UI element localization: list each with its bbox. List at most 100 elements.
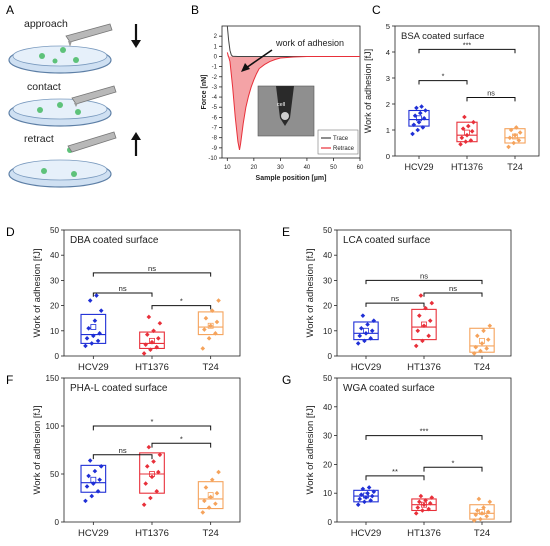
data-point-ht1376 xyxy=(460,126,466,131)
y-tick-label: 1 xyxy=(214,44,218,50)
data-point-hcv29 xyxy=(92,318,98,324)
data-point-ht1376 xyxy=(154,488,160,494)
inset-cantilever-shape xyxy=(276,86,294,126)
significance-bracket xyxy=(92,454,153,460)
category-label-hcv29: HCV29 xyxy=(351,528,382,539)
data-point-t24 xyxy=(485,337,491,342)
y-axis-label: Work of adhesion [fJ] xyxy=(363,49,373,133)
y-tick-label: 150 xyxy=(46,374,60,383)
data-point-ht1376 xyxy=(462,114,467,120)
cell-dot xyxy=(60,47,66,53)
data-point-hcv29 xyxy=(87,458,93,463)
category-label-hcv29: HCV29 xyxy=(351,362,382,373)
data-point-hcv29 xyxy=(355,341,361,346)
data-point-ht1376 xyxy=(464,132,470,138)
data-point-ht1376 xyxy=(463,139,469,144)
category-label-ht1376: HT1376 xyxy=(451,162,483,172)
y-tick-label: 30 xyxy=(50,276,59,285)
data-point-t24 xyxy=(200,346,206,351)
panel-letter-e: E xyxy=(282,225,290,239)
data-point-t24 xyxy=(478,348,483,354)
data-point-hcv29 xyxy=(97,477,102,483)
data-point-t24 xyxy=(511,140,517,146)
significance-bracket xyxy=(466,97,516,102)
y-tick-label: 40 xyxy=(50,251,59,260)
data-point-ht1376 xyxy=(421,323,427,329)
data-point-hcv29 xyxy=(362,338,367,344)
data-point-t24 xyxy=(206,336,212,341)
annotation-arrow xyxy=(245,49,273,69)
y-tick-label: 30 xyxy=(323,276,332,285)
data-point-hcv29 xyxy=(415,127,421,133)
data-point-t24 xyxy=(203,315,209,321)
y-tick-label: -6 xyxy=(212,115,218,121)
significance-bracket xyxy=(423,466,483,472)
data-point-ht1376 xyxy=(429,300,435,306)
y-tick-label: 0 xyxy=(214,54,218,60)
data-point-t24 xyxy=(487,499,493,505)
data-point-ht1376 xyxy=(149,474,155,480)
data-point-hcv29 xyxy=(97,331,102,336)
legend-box xyxy=(317,129,359,155)
y-tick-label: 1 xyxy=(386,126,390,135)
data-point-t24 xyxy=(478,516,483,522)
data-point-hcv29 xyxy=(98,308,104,313)
data-point-t24 xyxy=(208,494,213,500)
mean-marker-t24 xyxy=(207,322,214,329)
x-axis-label: Sample position [µm] xyxy=(256,175,327,182)
data-point-hcv29 xyxy=(92,468,98,474)
data-point-t24 xyxy=(479,341,485,346)
data-point-ht1376 xyxy=(465,123,471,129)
y-tick-label: 50 xyxy=(50,470,59,479)
data-point-hcv29 xyxy=(355,502,361,508)
y-tick-label: -8 xyxy=(212,136,218,142)
significance-bracket xyxy=(418,80,468,85)
data-point-hcv29 xyxy=(83,343,88,349)
y-tick-label: 0 xyxy=(386,152,390,161)
x-tick-label: 40 xyxy=(304,165,311,171)
data-point-ht1376 xyxy=(413,343,419,349)
data-point-t24 xyxy=(475,508,480,513)
boxplot-lca: 0 10 20 30 40 50 HCV29 HT1376 T24 LCA coated surf… xyxy=(305,226,512,373)
data-point-ht1376 xyxy=(141,502,147,508)
data-point-t24 xyxy=(202,498,207,504)
inset-cell-spot xyxy=(281,112,289,120)
data-point-ht1376 xyxy=(420,508,425,513)
significance-label: ns xyxy=(119,446,127,455)
data-point-t24 xyxy=(485,509,491,515)
data-point-ht1376 xyxy=(471,119,476,125)
data-point-ht1376 xyxy=(468,138,474,143)
data-point-hcv29 xyxy=(91,481,96,486)
category-label-ht1376: HT1376 xyxy=(407,362,441,373)
cell-dot xyxy=(41,168,47,174)
y-tick-label: 40 xyxy=(323,403,332,412)
data-point-hcv29 xyxy=(89,493,95,499)
data-point-ht1376 xyxy=(156,336,161,341)
data-point-hcv29 xyxy=(86,325,91,331)
y-tick-label: 0 xyxy=(55,352,60,361)
step-label-contact: contact xyxy=(27,81,61,93)
chart-title: PHA-L coated surface xyxy=(70,383,168,394)
data-point-hcv29 xyxy=(421,116,427,121)
box-hcv29 xyxy=(353,321,379,341)
significance-label: ns xyxy=(119,284,127,293)
data-point-t24 xyxy=(202,327,207,332)
data-point-t24 xyxy=(513,125,519,130)
y-axis-label: Work of adhesion [fJ] xyxy=(305,405,316,494)
cell-dot xyxy=(57,102,63,108)
cell-dot xyxy=(71,171,77,177)
data-point-ht1376 xyxy=(417,499,422,505)
data-point-ht1376 xyxy=(154,344,160,350)
arrow-up-icon xyxy=(131,132,141,156)
data-point-ht1376 xyxy=(143,342,148,347)
data-point-ht1376 xyxy=(146,314,152,320)
significance-label: ns xyxy=(449,284,457,293)
arrow-down-icon xyxy=(131,24,141,48)
data-point-t24 xyxy=(213,331,218,336)
x-tick-label: 30 xyxy=(277,165,284,171)
data-point-ht1376 xyxy=(157,452,163,458)
cell-dot xyxy=(75,109,81,115)
data-point-t24 xyxy=(484,513,489,519)
y-tick-label: 50 xyxy=(323,226,332,235)
